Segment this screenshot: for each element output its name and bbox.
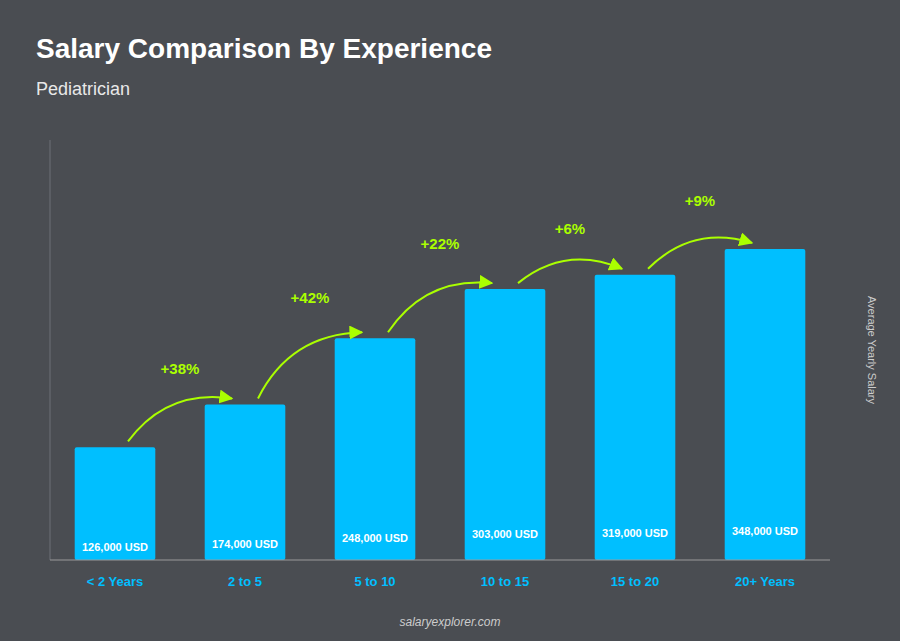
- category-label: 20+ Years: [735, 574, 795, 589]
- change-arrow: [128, 397, 232, 441]
- data-label: 174,000 USD: [212, 538, 278, 550]
- y-axis-label: Average Yearly Salary: [866, 296, 878, 405]
- change-arrow: [388, 282, 492, 332]
- background: [0, 0, 900, 641]
- subtitle: Pediatrician: [36, 79, 130, 99]
- footer: salaryexplorer.com: [400, 615, 501, 629]
- change-label: +42%: [291, 289, 330, 306]
- category-label: 15 to 20: [611, 574, 659, 589]
- change-label: +38%: [161, 360, 200, 377]
- data-label: 348,000 USD: [732, 525, 798, 537]
- category-label: 2 to 5: [228, 574, 262, 589]
- page: {"chart_data": {"type": "bar", "title": …: [0, 0, 900, 641]
- bar: [205, 404, 286, 560]
- data-label: 303,000 USD: [472, 528, 538, 540]
- y-axis-line: [50, 140, 51, 560]
- bar: [465, 289, 546, 560]
- data-label: 319,000 USD: [602, 527, 668, 539]
- change-label: +22%: [421, 235, 460, 252]
- chart-container: Salary Comparison By Experience Pediatric…: [0, 0, 900, 641]
- change-arrow: [518, 260, 622, 284]
- change-arrow: [648, 238, 752, 269]
- change-label: +6%: [555, 220, 585, 237]
- chart-svg: Salary Comparison By Experience Pediatric…: [0, 0, 900, 641]
- bar: [725, 249, 806, 560]
- bars: [75, 249, 806, 560]
- x-axis-line: [50, 560, 830, 561]
- category-label: 5 to 10: [354, 574, 395, 589]
- title: Salary Comparison By Experience: [36, 33, 492, 64]
- bar: [75, 447, 156, 560]
- bar: [595, 275, 676, 560]
- data-label: 126,000 USD: [82, 541, 148, 553]
- change-arrow: [258, 332, 362, 398]
- bar: [335, 338, 416, 560]
- data-label: 248,000 USD: [342, 532, 408, 544]
- category-label: < 2 Years: [87, 574, 144, 589]
- change-label: +9%: [685, 192, 715, 209]
- category-label: 10 to 15: [481, 574, 529, 589]
